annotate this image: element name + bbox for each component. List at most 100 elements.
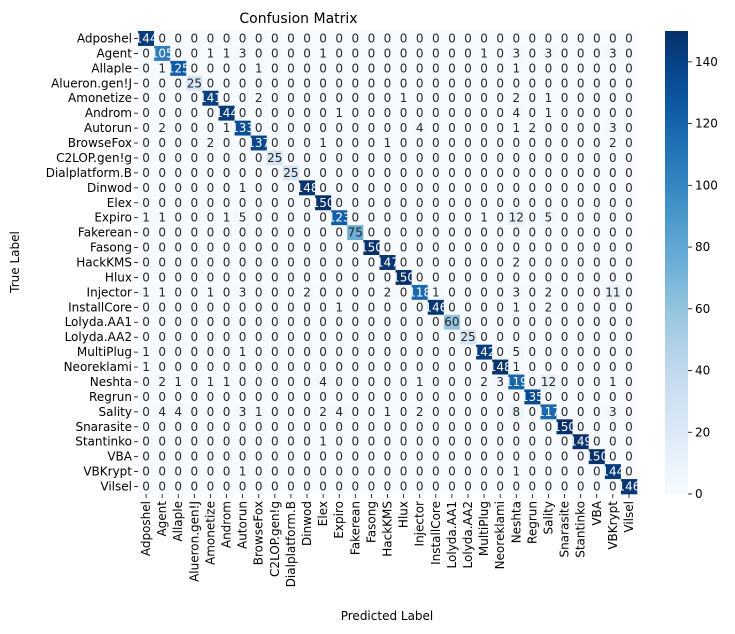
cell-value-label: 0	[464, 270, 472, 284]
cell-value-label: 0	[351, 405, 359, 419]
cell-value-label: 0	[271, 61, 279, 75]
heatmap-cell	[572, 404, 590, 420]
cell-value-label: 0	[432, 420, 440, 434]
cell-value-label: 0	[593, 31, 601, 45]
cell-value-label: 0	[464, 360, 472, 374]
cell-value-label: 0	[351, 256, 359, 270]
heatmap-cell	[492, 344, 509, 360]
heatmap-cell	[604, 240, 622, 256]
heatmap-cell	[250, 389, 268, 405]
heatmap-cell	[315, 329, 332, 345]
x-tick-label: Elex	[316, 501, 330, 526]
heatmap-cell	[588, 90, 606, 106]
heatmap-cell	[170, 90, 187, 106]
heatmap-cell	[508, 45, 525, 62]
heatmap-cell	[234, 165, 251, 181]
cell-value-label: 0	[174, 121, 182, 135]
cell-value-label: 0	[400, 315, 408, 329]
cell-value-label: 0	[142, 136, 150, 150]
heatmap-cell	[363, 329, 380, 345]
cell-value-label: 0	[255, 76, 263, 90]
heatmap-cell	[266, 404, 284, 420]
heatmap-cell	[218, 180, 235, 196]
cell-value-label: 12	[509, 211, 524, 225]
cell-value-label: 0	[609, 330, 617, 344]
cell-value-label: 0	[609, 31, 617, 45]
heatmap-cell	[427, 105, 445, 121]
heatmap-cell	[427, 419, 445, 435]
heatmap-cell	[218, 299, 235, 316]
heatmap-cell	[411, 135, 429, 151]
y-tick-label: Stantinko	[75, 435, 132, 449]
heatmap-cell	[556, 45, 573, 62]
heatmap-cell	[266, 60, 284, 77]
heatmap-cell	[620, 150, 638, 166]
cell-value-label: 0	[561, 270, 569, 284]
colorbar-tick-label: 100	[695, 178, 718, 192]
heatmap-cell	[266, 344, 284, 360]
heatmap-cell	[250, 404, 268, 420]
heatmap-cell	[459, 314, 477, 331]
cell-value-label: 0	[577, 31, 585, 45]
cell-value-label: 1	[384, 405, 392, 419]
cell-value-label: 0	[142, 450, 150, 464]
heatmap-cell	[138, 449, 155, 465]
heatmap-cell	[604, 60, 622, 77]
cell-value-label: 0	[368, 196, 376, 210]
heatmap-cell	[379, 344, 396, 360]
heatmap-cell	[266, 464, 284, 480]
heatmap-cell	[170, 374, 187, 390]
heatmap-cell	[411, 120, 429, 136]
heatmap-cell	[556, 464, 573, 480]
cell-value-label: 0	[223, 241, 231, 255]
cell-value-label: 0	[432, 46, 440, 60]
cell-value-label: 0	[625, 181, 633, 195]
cell-value-label: 0	[303, 151, 311, 165]
heatmap-cell	[572, 479, 590, 495]
heatmap-cell	[524, 31, 541, 47]
heatmap-cell	[476, 284, 493, 301]
y-tick-label: Injector	[87, 285, 133, 299]
cell-value-label: 0	[239, 375, 247, 389]
cell-value-label: 0	[303, 420, 311, 434]
cell-value-label: 0	[625, 151, 633, 165]
cell-value-label: 0	[593, 345, 601, 359]
cell-value-label: 0	[448, 270, 456, 284]
cell-value-label: 0	[255, 465, 263, 479]
cell-value-label: 75	[348, 226, 363, 240]
colorbar-gradient	[665, 31, 688, 494]
heatmap-cell	[331, 60, 348, 77]
heatmap-cell	[459, 449, 477, 465]
cell-value-label: 0	[432, 136, 440, 150]
heatmap-cell	[492, 329, 509, 345]
y-tick-label: Regrun	[89, 390, 132, 404]
heatmap-cell	[443, 479, 461, 495]
heatmap-cell	[363, 374, 380, 390]
cell-value-label: 0	[351, 360, 359, 374]
cell-value-label: 150	[553, 420, 576, 434]
heatmap-cell	[411, 45, 429, 62]
heatmap-cell	[202, 31, 219, 47]
cell-value-label: 0	[625, 390, 633, 404]
heatmap-cell	[315, 479, 332, 495]
x-tick-label: C2LOP.gen!g	[268, 501, 282, 577]
cell-value-label: 0	[287, 375, 295, 389]
heatmap-cell	[202, 374, 219, 390]
cell-value-label: 0	[384, 420, 392, 434]
heatmap-cell	[138, 269, 155, 286]
cell-value-label: 0	[448, 435, 456, 449]
heatmap-cell	[298, 225, 316, 241]
cell-value-label: 0	[496, 435, 504, 449]
cell-value-label: 0	[223, 435, 231, 449]
heatmap-cell	[540, 45, 557, 62]
heatmap-cell	[508, 419, 525, 435]
cell-value-label: 2	[158, 375, 166, 389]
cell-value-label: 0	[593, 61, 601, 75]
cell-value-label: 0	[529, 330, 537, 344]
heatmap-cell	[234, 299, 251, 316]
heatmap-cell	[170, 120, 187, 136]
cell-value-label: 0	[448, 106, 456, 120]
heatmap-cell	[298, 449, 316, 465]
cell-value-label: 0	[335, 181, 343, 195]
